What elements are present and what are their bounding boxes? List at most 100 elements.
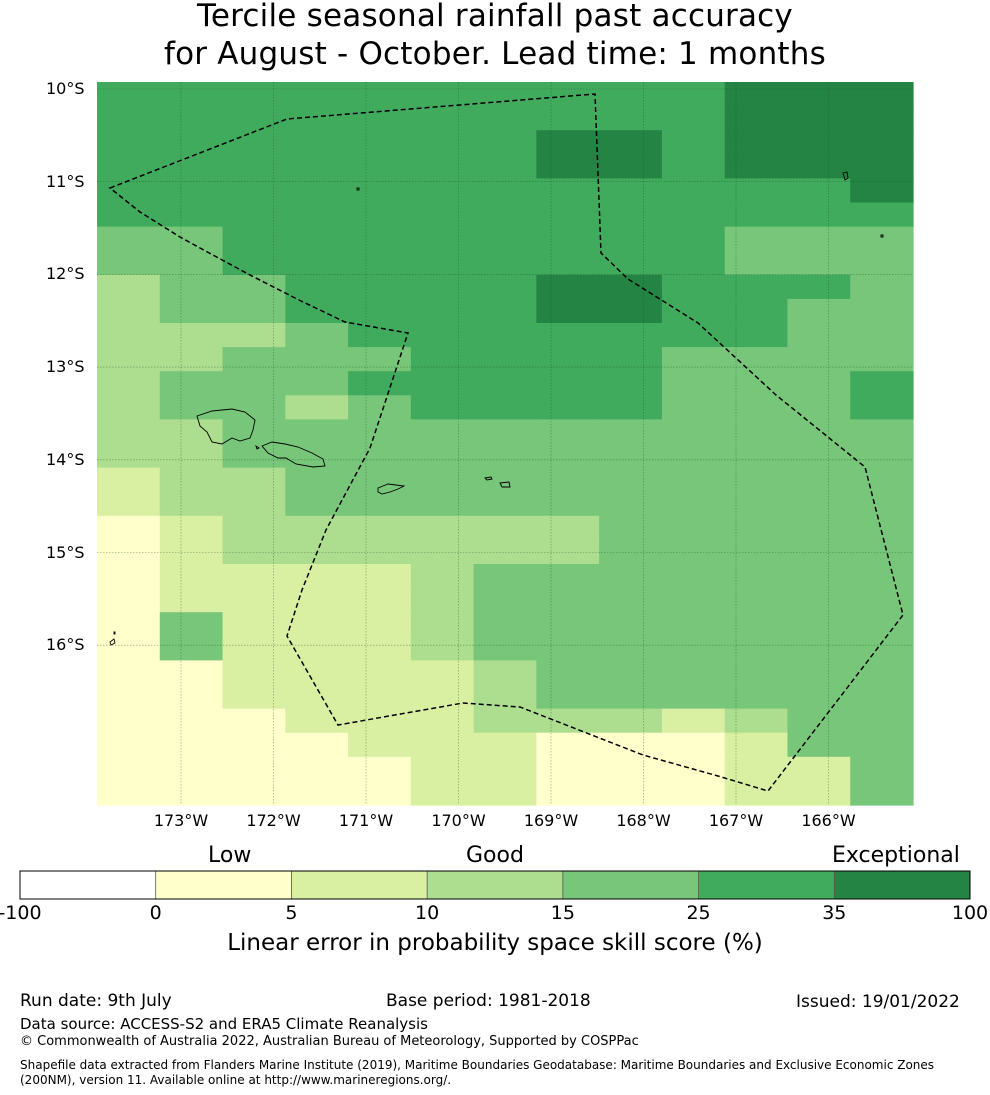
- skill-cell: [473, 564, 537, 589]
- skill-cell: [410, 106, 475, 131]
- shapefile-credit-line2: (200NM), version 11. Available online at…: [20, 1073, 452, 1087]
- skill-cell: [787, 323, 851, 348]
- skill-cell: [97, 371, 161, 396]
- skill-cell: [473, 106, 537, 131]
- island-upolu-savaii: [196, 408, 256, 445]
- skill-cell: [661, 467, 726, 493]
- skill-cell: [473, 491, 537, 517]
- skill-cell: [97, 130, 161, 155]
- skill-cell: [661, 612, 726, 637]
- skill-cell: [850, 491, 914, 517]
- skill-cell: [473, 515, 537, 541]
- skill-cell: [599, 419, 663, 445]
- skill-cell: [661, 323, 726, 348]
- skill-cell: [410, 564, 475, 589]
- skill-cell: [536, 395, 600, 420]
- skill-cell: [159, 347, 224, 372]
- colorbar-tick-label: 25: [686, 902, 711, 924]
- skill-cell: [473, 780, 537, 806]
- skill-cell: [473, 178, 537, 204]
- skill-cell: [599, 539, 663, 565]
- island-tutuila: [377, 483, 406, 495]
- island-upolu: [261, 441, 326, 468]
- skill-cell: [159, 154, 224, 179]
- skill-cell: [724, 323, 789, 348]
- skill-cell: [661, 154, 726, 179]
- skill-cell: [348, 708, 412, 734]
- skill-cell: [410, 298, 475, 324]
- skill-cell: [222, 82, 286, 107]
- skill-cell: [599, 323, 663, 348]
- skill-cell: [536, 202, 600, 228]
- colorbar-tick-label: 35: [822, 902, 847, 924]
- skill-cell: [661, 539, 726, 565]
- skill-cell: [97, 588, 161, 613]
- skill-cell: [724, 419, 789, 445]
- skill-cell: [159, 636, 224, 661]
- colorbar-segment: [155, 871, 292, 899]
- base-period: Base period: 1981-2018: [386, 991, 591, 1011]
- skill-cell: [850, 660, 914, 686]
- skill-cell: [787, 443, 851, 469]
- skill-cell: [222, 226, 286, 252]
- skill-cell: [724, 636, 789, 661]
- skill-cell: [473, 467, 537, 493]
- skill-cell: [222, 202, 286, 228]
- skill-cell: [599, 371, 663, 396]
- skill-cell: [348, 371, 412, 396]
- skill-cell: [97, 298, 161, 324]
- skill-cell: [285, 780, 349, 806]
- skill-cell: [222, 298, 286, 324]
- skill-cell: [222, 708, 286, 734]
- skill-cell: [97, 178, 161, 204]
- skill-cell: [97, 780, 161, 806]
- skill-cell: [473, 274, 537, 300]
- skill-cell: [787, 82, 851, 107]
- skill-cell: [285, 419, 349, 445]
- skill-cell: [348, 274, 412, 300]
- skill-cell: [724, 443, 789, 469]
- skill-cell: [536, 732, 600, 758]
- skill-cell: [599, 756, 663, 782]
- island-small-4: [113, 631, 116, 635]
- skill-cell: [787, 202, 851, 228]
- colorbar-segment: [427, 871, 563, 899]
- skill-cell: [850, 756, 914, 782]
- skill-cell: [599, 395, 663, 420]
- skill-cell: [97, 708, 161, 734]
- skill-grid: [97, 82, 914, 806]
- island-manono: [255, 444, 260, 450]
- skill-cell: [787, 780, 851, 806]
- skill-cell: [97, 106, 161, 131]
- skill-cell: [661, 202, 726, 228]
- skill-cell: [348, 347, 412, 372]
- skill-cell: [159, 226, 224, 252]
- skill-cell: [850, 419, 914, 445]
- skill-cell: [599, 612, 663, 637]
- skill-cell: [97, 202, 161, 228]
- skill-cell: [661, 515, 726, 541]
- skill-cell: [850, 130, 914, 155]
- skill-cell: [97, 756, 161, 782]
- skill-cell: [850, 274, 914, 300]
- skill-cell: [724, 612, 789, 637]
- skill-cell: [787, 564, 851, 589]
- skill-cell: [285, 274, 349, 300]
- skill-cell: [410, 660, 475, 686]
- skill-cell: [410, 588, 475, 613]
- skill-cell: [97, 684, 161, 710]
- skill-cell: [473, 636, 537, 661]
- latitude-label: 10°S: [46, 79, 85, 98]
- skill-cell: [285, 298, 349, 324]
- skill-cell: [222, 323, 286, 348]
- skill-cell: [787, 347, 851, 372]
- skill-cell: [599, 636, 663, 661]
- longitude-label: 172°W: [246, 811, 301, 830]
- skill-cell: [536, 226, 600, 252]
- island-tau: [499, 481, 511, 488]
- skill-cell: [724, 756, 789, 782]
- colorbar-segment: [834, 871, 970, 899]
- skill-cell: [599, 708, 663, 734]
- skill-cell: [159, 732, 224, 758]
- skill-cell: [473, 660, 537, 686]
